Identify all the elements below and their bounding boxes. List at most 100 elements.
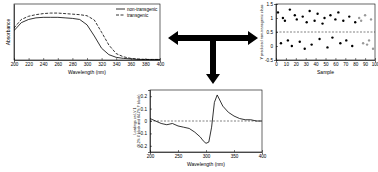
x-tick: 50 <box>323 58 329 67</box>
x-tick-mark <box>116 58 117 60</box>
x-tick-label: 30 <box>304 62 310 67</box>
x-tick-label: 0 <box>275 62 278 67</box>
x-tick-mark <box>206 150 207 152</box>
point <box>364 14 366 16</box>
x-tick-label: 10 <box>284 62 290 67</box>
point <box>334 18 336 20</box>
series-line <box>150 95 262 143</box>
x-tick-mark <box>72 58 73 60</box>
x-tick: 10 <box>284 58 290 67</box>
point <box>360 20 362 22</box>
x-tick: 280 <box>69 58 77 67</box>
legend-swatch <box>116 15 125 16</box>
x-tick-label: 360 <box>127 62 135 67</box>
figure: 200220240260280300320340360380400Wavelen… <box>0 0 378 172</box>
y-axis-title: Y predicted non-transgenic class <box>260 4 264 59</box>
x-axis-title: Wavelength (nm) <box>187 161 225 167</box>
point <box>337 11 339 13</box>
y-tick-label: 0 <box>270 44 273 49</box>
marks <box>14 13 160 59</box>
series-line <box>14 17 160 59</box>
x-tick-mark <box>43 58 44 60</box>
y-tick-label: 0 <box>144 119 147 124</box>
y-tick-mark <box>150 133 152 134</box>
threshold-line <box>276 32 375 33</box>
point <box>366 43 368 45</box>
x-tick-label: 100 <box>372 62 378 67</box>
x-tick-label: 320 <box>98 62 106 67</box>
y-axis-title: Absorbance <box>5 18 11 45</box>
y-tick-label: 1 <box>270 16 273 21</box>
y-tick-mark <box>150 146 152 147</box>
y-axis: -0.2 -0.1 0 0.1 0.2 <box>139 91 152 153</box>
x-tick-label: 250 <box>175 154 183 159</box>
reference-line <box>150 121 262 122</box>
y-axis-line <box>14 5 15 61</box>
y-axis <box>14 5 15 61</box>
y-tick-mark <box>276 4 278 5</box>
point <box>354 21 356 23</box>
x-tick: 30 <box>304 58 310 67</box>
x-tick-label: 280 <box>69 62 77 67</box>
x-tick: 350 <box>231 150 239 159</box>
point <box>277 11 279 13</box>
x-tick-label: 380 <box>142 62 150 67</box>
legend-label: non-transgenic <box>127 7 158 12</box>
point <box>284 20 286 22</box>
x-tick-label: 200 <box>147 154 155 159</box>
point <box>302 15 304 17</box>
y-tick-mark <box>276 60 278 61</box>
x-tick: 340 <box>113 58 121 67</box>
y-tick-mark <box>276 18 278 19</box>
y-tick: 0.2 <box>141 94 152 99</box>
x-tick-label: 40 <box>314 62 320 67</box>
x-tick-mark <box>365 58 366 60</box>
x-tick-mark <box>234 150 235 152</box>
chart: 200220240260280300320340360380400Wavelen… <box>5 4 165 75</box>
y-tick-mark <box>150 109 152 110</box>
x-tick-mark <box>375 58 376 60</box>
x-tick-mark <box>102 58 103 60</box>
y-tick: -0.1 <box>139 131 152 136</box>
x-tick-label: 80 <box>353 62 359 67</box>
x-tick: 300 <box>203 150 211 159</box>
x-tick-mark <box>316 58 317 60</box>
point <box>326 46 328 48</box>
x-tick: 70 <box>343 58 349 67</box>
legend-label: transgenic <box>127 13 149 18</box>
x-tick-label: 300 <box>84 62 92 67</box>
x-tick-label: 220 <box>25 62 33 67</box>
x-tick-mark <box>335 58 336 60</box>
y-axis: -0.500.511.5 <box>265 2 278 63</box>
legend: non-transgenictransgenic <box>116 7 158 18</box>
point <box>323 17 325 19</box>
point <box>342 20 344 22</box>
y-tick: -0.2 <box>139 144 152 149</box>
point <box>339 42 341 44</box>
y-tick: 1 <box>270 16 278 21</box>
x-tick-label: 240 <box>40 62 48 67</box>
y-tick: 0 <box>144 119 152 124</box>
x-tick: 400 <box>259 150 267 159</box>
y-tick-label: 0.5 <box>267 30 274 35</box>
point <box>305 21 307 23</box>
x-tick: 20 <box>294 58 300 67</box>
point <box>282 17 284 19</box>
down-arrow <box>206 41 220 84</box>
y-tick-label: -0.5 <box>265 58 273 63</box>
x-tick-mark <box>58 58 59 60</box>
point <box>294 14 296 16</box>
y-tick-label: 0.2 <box>141 94 148 99</box>
x-tick-mark <box>178 150 179 152</box>
point <box>372 48 374 50</box>
x-tick-label: 20 <box>294 62 300 67</box>
y-tick-mark <box>276 46 278 47</box>
y-tick: -0.5 <box>265 58 278 63</box>
y-tick: 0.1 <box>141 107 152 112</box>
x-tick-label: 70 <box>343 62 349 67</box>
point <box>362 42 364 44</box>
marks <box>276 8 375 50</box>
x-tick-label: 400 <box>259 154 267 159</box>
point <box>368 39 370 41</box>
point <box>287 39 289 41</box>
